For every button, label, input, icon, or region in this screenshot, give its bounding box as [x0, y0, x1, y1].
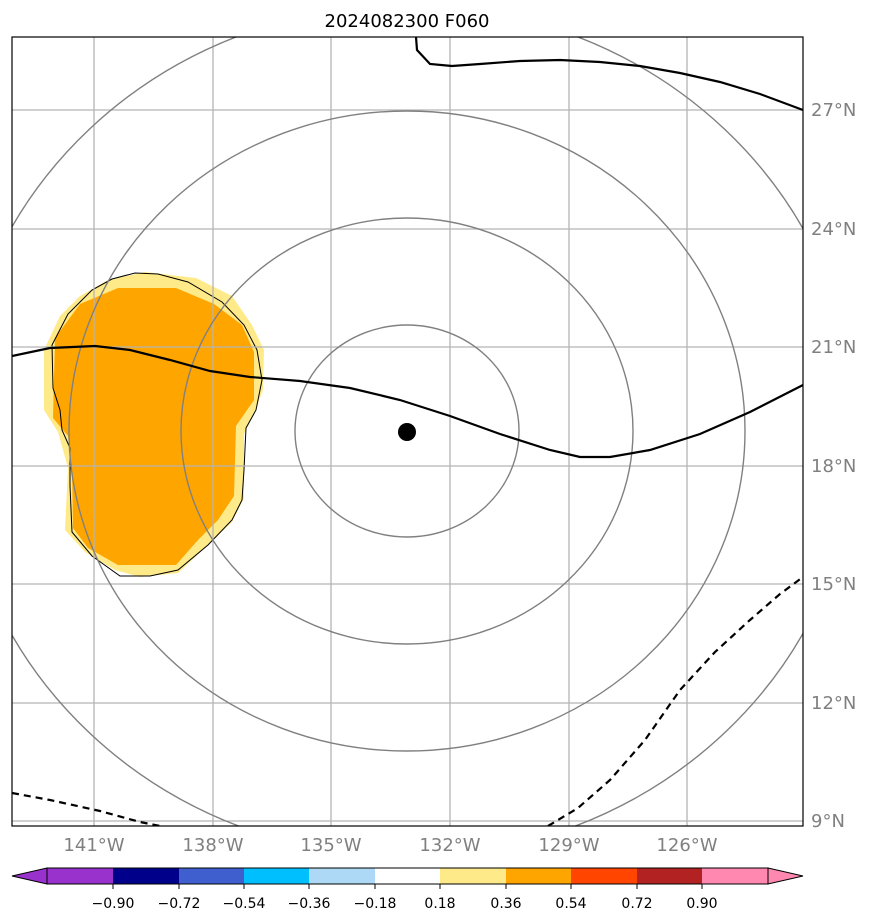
lat-labels: 27°N 24°N 21°N 18°N 15°N 12°N 9°N	[811, 100, 856, 832]
colorbar-bin	[375, 868, 440, 884]
lon-label: 129°W	[538, 835, 599, 856]
colorbar-tick-label: 0.36	[490, 896, 521, 912]
lat-label: 18°N	[811, 456, 856, 477]
colorbar-bin	[506, 868, 571, 884]
contour-line-north	[414, 37, 803, 112]
colorbar-frame	[46, 867, 769, 885]
colorbar-tickmarks	[112, 884, 703, 889]
lon-label: 126°W	[656, 835, 717, 856]
lon-labels: 141°W 138°W 135°W 132°W 129°W 126°W	[63, 835, 717, 856]
colorbar-extend-min	[11, 867, 48, 885]
storm-center-marker	[398, 423, 416, 441]
lat-label: 24°N	[811, 219, 856, 240]
anomaly-contour	[51, 272, 263, 577]
colorbar-bin	[244, 868, 309, 884]
colorbar-tick-label: 0.90	[686, 896, 717, 912]
anomaly-fill-orange	[53, 288, 254, 565]
contour-dashed-southeast	[547, 576, 803, 826]
colorbar-tick-label: 0.18	[424, 896, 455, 912]
map-frame	[11, 36, 804, 827]
lat-label: 15°N	[811, 574, 856, 595]
colorbar-bin	[637, 868, 702, 884]
colorbar-bin	[309, 868, 375, 884]
colorbar-bin	[571, 868, 637, 884]
colorbar-bin	[702, 868, 768, 884]
colorbar-tick-label: −0.36	[288, 896, 331, 912]
range-rings	[12, 37, 803, 826]
colorbar-bin	[113, 868, 179, 884]
lat-label: 27°N	[811, 100, 856, 121]
range-ring-2	[180, 217, 634, 645]
lat-label: 12°N	[811, 693, 856, 714]
lon-label: 132°W	[419, 835, 480, 856]
lon-label: 135°W	[300, 835, 361, 856]
colorbar-extend-max	[767, 867, 804, 885]
colorbar-bin	[47, 868, 113, 884]
colorbar-tick-label: −0.18	[354, 896, 397, 912]
colorbar-tick-label: 0.54	[555, 896, 586, 912]
lon-label: 138°W	[182, 835, 243, 856]
colorbar-bin	[179, 868, 244, 884]
map-area	[12, 37, 803, 826]
lat-label: 21°N	[811, 337, 856, 358]
map-title: 2024082300 F060	[325, 11, 490, 32]
lat-label: 9°N	[811, 811, 845, 832]
colorbar: −0.90 −0.72 −0.54 −0.36 −0.18 0.18 0.36 …	[11, 867, 804, 912]
range-ring-1	[294, 324, 520, 538]
colorbar-tick-label: −0.54	[223, 896, 266, 912]
colorbar-bin	[440, 868, 506, 884]
colorbar-tick-label: 0.72	[621, 896, 652, 912]
colorbar-tick-label: −0.90	[92, 896, 135, 912]
contour-line-middle	[12, 344, 803, 459]
colorbar-tick-label: −0.72	[158, 896, 201, 912]
range-ring-3	[68, 110, 746, 752]
contour-dashed-southwest	[12, 791, 161, 826]
lon-label: 141°W	[63, 835, 124, 856]
